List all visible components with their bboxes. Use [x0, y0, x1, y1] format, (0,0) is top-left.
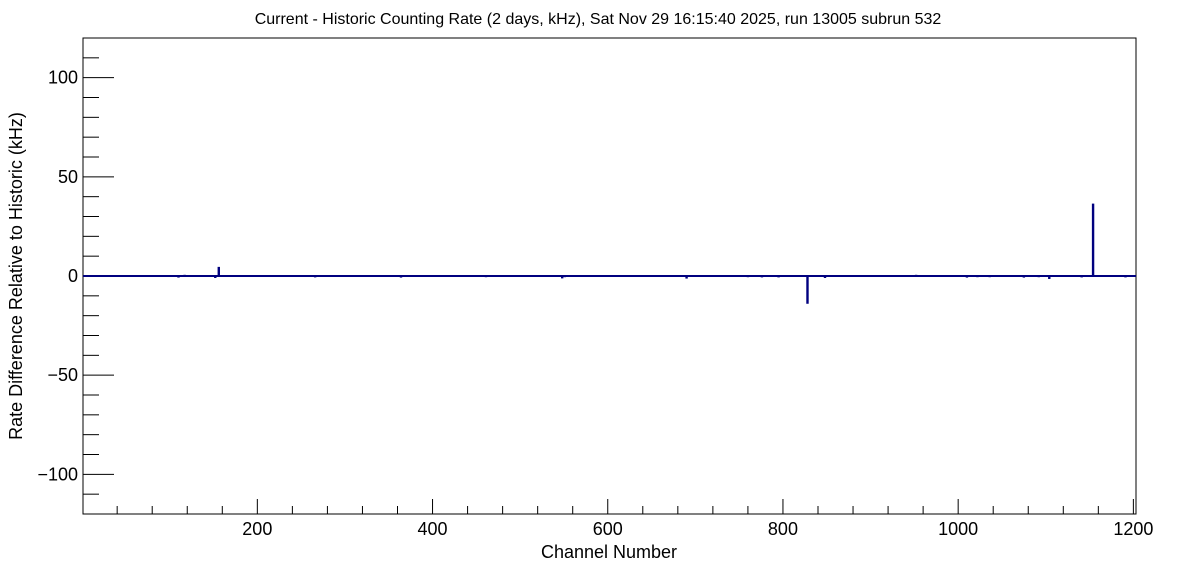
data-bar [760, 276, 764, 278]
data-bar [1124, 276, 1127, 278]
data-series [83, 203, 1136, 304]
data-bar [563, 276, 567, 278]
axis-tick-labels: −100 −50 0 50 100 200 400 600 800 1000 1200 [37, 68, 1153, 539]
data-bar [965, 276, 969, 278]
y-tick-label: 100 [48, 68, 78, 88]
y-tick-label: −50 [47, 365, 78, 385]
y-axis-label: Rate Difference Relative to Historic (kH… [6, 112, 26, 440]
data-bar [976, 276, 979, 278]
x-axis-label: Channel Number [541, 542, 677, 562]
data-bar [1097, 276, 1100, 277]
data-bar [214, 276, 217, 278]
data-bar [560, 276, 564, 279]
data-bar [217, 266, 220, 276]
data-bar [1037, 276, 1040, 278]
chart-title: Current - Historic Counting Rate (2 days… [255, 11, 942, 28]
y-tick-label: 50 [58, 167, 78, 187]
x-tick-label: 1200 [1113, 519, 1153, 539]
x-tick-label: 200 [242, 519, 272, 539]
data-bar [502, 275, 505, 277]
x-tick-label: 800 [768, 519, 798, 539]
data-bar [1130, 276, 1133, 277]
data-bar [399, 276, 403, 278]
y-tick-label: 0 [68, 266, 78, 286]
data-bar [746, 276, 750, 278]
data-bar [1080, 276, 1083, 278]
data-bar [806, 276, 809, 304]
data-bar [183, 274, 186, 276]
data-bar [177, 276, 180, 278]
data-bar [988, 276, 991, 278]
data-bar [1048, 276, 1051, 279]
data-bar [823, 276, 827, 278]
data-bar [914, 274, 918, 276]
x-tick-label: 1000 [938, 519, 978, 539]
x-tick-label: 400 [418, 519, 448, 539]
data-bar [1022, 276, 1026, 278]
data-bar [484, 276, 488, 278]
y-tick-label: −100 [37, 464, 78, 484]
data-bar [313, 276, 317, 278]
data-bar [777, 276, 780, 278]
data-bar [1091, 203, 1095, 276]
x-tick-label: 600 [593, 519, 623, 539]
data-bar [685, 276, 688, 279]
